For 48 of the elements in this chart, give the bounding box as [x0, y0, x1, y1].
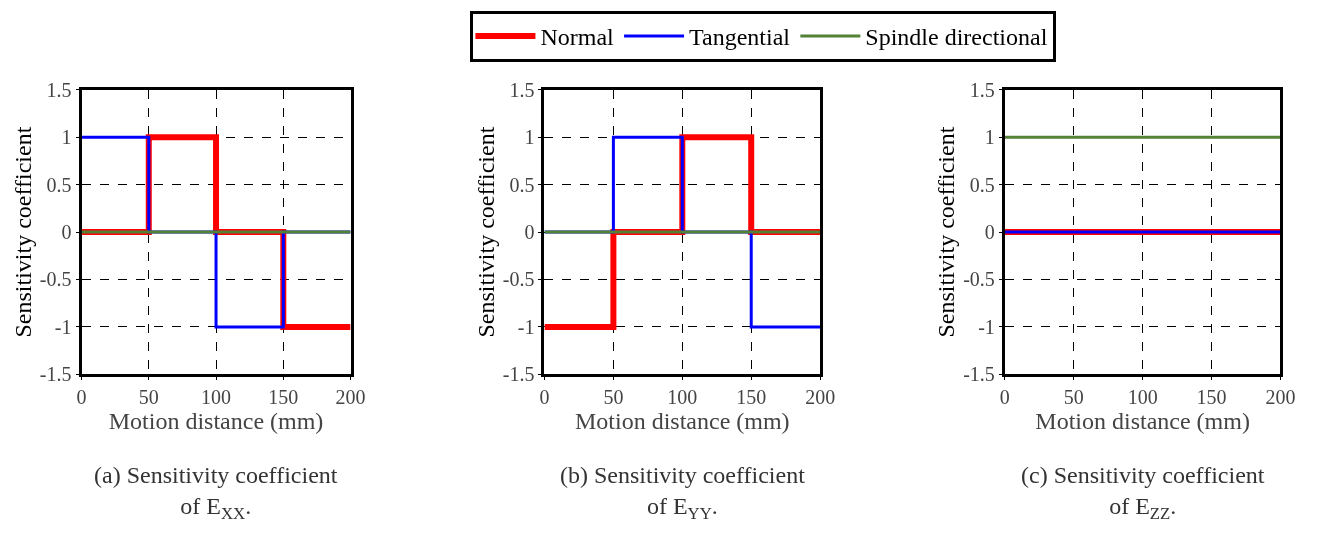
y-axis-title: Sensitivity coefficient	[9, 126, 36, 338]
text: (c) Sensitivity coefficient of E$_{ZZ}$.	[1021, 462, 1265, 524]
x-tick-label: 50	[138, 386, 159, 409]
x-axis-title: Motion distance (mm)	[108, 408, 324, 435]
y-axis-title: Sensitivity coefficient	[472, 126, 499, 338]
y-tick-label: -1.5	[39, 363, 72, 386]
x-tick-label: 100	[201, 386, 232, 409]
text: (a) Sensitivity coefficient of E$_{XX}$.	[94, 462, 338, 524]
y-tick-label: 1.5	[969, 78, 995, 101]
x-tick-label: 200	[805, 386, 836, 409]
x-axis-title: Motion distance (mm)	[574, 408, 790, 435]
x-tick-label: 0	[76, 386, 87, 409]
y-tick-label: 1	[984, 126, 995, 149]
y-tick-label: 0	[524, 221, 535, 244]
y-tick-label: -1	[978, 315, 995, 338]
y-tick-label: 0.5	[46, 173, 72, 196]
x-tick-label: 50	[1063, 386, 1084, 409]
x-tick-label: 100	[667, 386, 698, 409]
y-tick-label: -1.5	[502, 363, 535, 386]
y-tick-label: -1	[517, 315, 535, 338]
y-tick-label: -1.5	[963, 363, 995, 386]
x-tick-label: 200	[335, 386, 366, 409]
x-tick-label: 0	[999, 386, 1010, 409]
x-axis-title: Motion distance (mm)	[1035, 408, 1250, 435]
legend-label: Normal	[540, 24, 615, 51]
y-tick-label: 0.5	[509, 173, 535, 196]
x-tick-label: 150	[268, 386, 299, 409]
x-tick-label: 50	[603, 386, 624, 409]
y-tick-label: -0.5	[39, 268, 72, 291]
legend-label: Tangential	[689, 24, 791, 51]
y-tick-label: 1	[61, 126, 72, 149]
text: (b) Sensitivity coefficient of E$_{YY}$.	[560, 462, 806, 524]
y-tick-label: 1.5	[509, 78, 535, 101]
y-tick-label: 1.5	[46, 78, 72, 101]
y-tick-label: -1	[54, 315, 72, 338]
y-tick-label: 0.5	[969, 173, 995, 196]
x-tick-label: 200	[1265, 386, 1296, 409]
y-tick-label: 0	[984, 221, 995, 244]
x-tick-label: 0	[539, 386, 550, 409]
y-axis-title: Sensitivity coefficient	[933, 126, 960, 338]
x-tick-label: 150	[1196, 386, 1227, 409]
legend-label: Spindle directional	[865, 24, 1048, 51]
y-tick-label: 1	[524, 126, 535, 149]
x-tick-label: 100	[1127, 386, 1158, 409]
y-tick-label: 0	[61, 221, 72, 244]
y-tick-label: -0.5	[963, 268, 995, 291]
y-tick-label: -0.5	[502, 268, 535, 291]
x-tick-label: 150	[736, 386, 767, 409]
